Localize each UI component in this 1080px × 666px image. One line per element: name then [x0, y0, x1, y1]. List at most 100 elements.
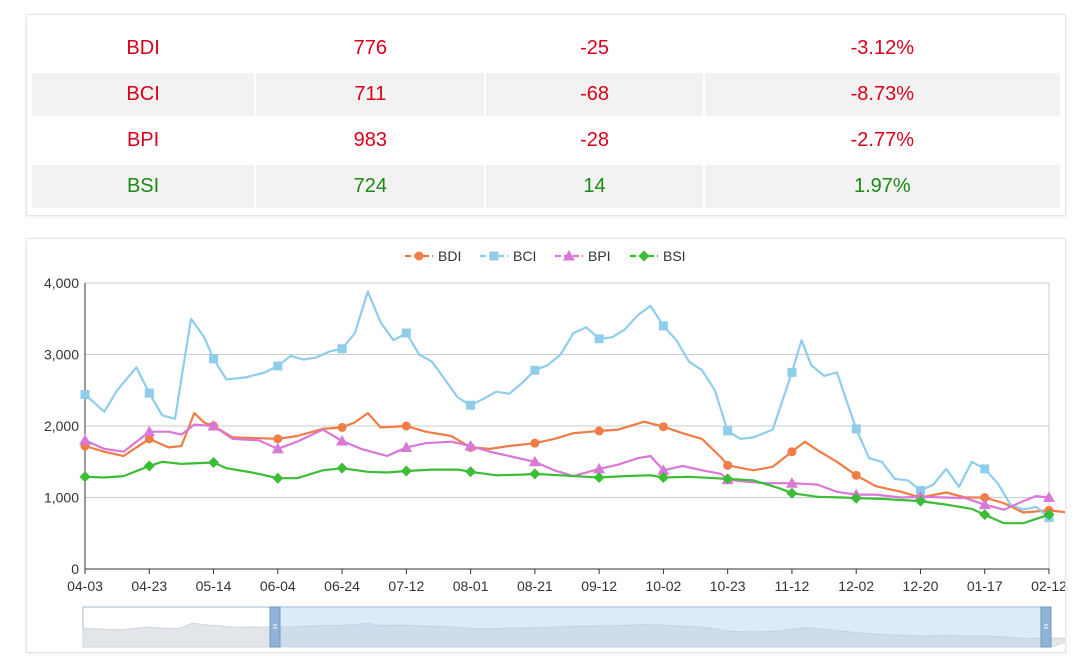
x-tick-label: 12-20 — [903, 578, 939, 594]
legend-label: BCI — [513, 248, 536, 264]
index-row-bdi: BDI 776 -25 -3.12% — [32, 27, 1060, 70]
series-bsi — [79, 456, 1055, 525]
y-axis: 0 1,000 2,000 3,000 4,000 — [44, 275, 86, 577]
x-tick-label: 10-23 — [710, 578, 746, 594]
index-value-cell: 776 — [353, 37, 387, 59]
zoom-handle-right[interactable] — [1040, 606, 1052, 648]
y-tick-label: 0 — [71, 561, 79, 577]
zoom-handle-bar[interactable] — [1040, 606, 1052, 648]
data-zoom-slider[interactable] — [82, 606, 1065, 648]
data-point — [978, 498, 991, 510]
y-tick-label: 4,000 — [44, 275, 79, 291]
data-point — [530, 365, 540, 375]
index-name-cell: BCI — [32, 73, 255, 116]
data-point — [400, 465, 412, 477]
data-point — [528, 455, 541, 467]
data-point — [207, 420, 220, 431]
y-tick-label: 3,000 — [44, 347, 79, 363]
chart-card: BDI BCI BPI BSI 0 1,000 2,000 3,000 4,000 04-03… — [26, 238, 1066, 653]
zoom-selected-range[interactable] — [275, 607, 1045, 647]
data-point — [722, 473, 734, 485]
index-name-cell: BPI — [126, 129, 160, 151]
data-point — [271, 442, 284, 454]
index-name-cell: BDI — [126, 37, 160, 59]
data-point — [143, 425, 156, 437]
data-point — [143, 460, 155, 472]
index-row-bci: BCI 711 -68 -8.73% — [32, 73, 1060, 116]
data-point — [272, 472, 284, 484]
x-tick-label: 06-04 — [260, 578, 296, 594]
legend-item-bdi[interactable]: BDI — [405, 248, 461, 264]
data-point — [400, 441, 413, 452]
data-point — [593, 471, 605, 483]
series-lines — [79, 290, 1065, 525]
data-point — [914, 495, 926, 507]
data-point — [465, 466, 477, 478]
data-point — [464, 440, 477, 451]
data-point — [657, 471, 669, 483]
data-point — [594, 334, 604, 344]
y-tick-label: 2,000 — [44, 418, 79, 434]
gridlines — [85, 282, 1050, 569]
x-axis: 04-03 04-23 05-14 06-04 06-24 07-12 08-01 08-21… — [67, 568, 1065, 594]
legend-label: BPI — [588, 248, 611, 264]
data-point — [851, 470, 861, 480]
data-point — [785, 477, 798, 488]
line-chart: BDI BCI BPI BSI 0 1,000 2,000 3,000 4,000 04-03… — [44, 248, 1065, 648]
index-change-cell: -25 — [580, 37, 609, 59]
data-point — [273, 361, 283, 371]
data-point — [79, 434, 91, 445]
x-tick-label: 12-02 — [838, 578, 874, 594]
index-summary-card: BDI 776 -25 -3.12% BCI 711 -68 -8.73% BPI 983 -28 -… — [26, 14, 1066, 216]
legend-item-bpi[interactable]: BPI — [555, 248, 611, 264]
index-pct-cell: -2.77% — [850, 129, 914, 151]
data-point — [786, 487, 798, 499]
zoom-handle-left[interactable] — [269, 606, 281, 648]
data-point — [657, 464, 670, 475]
x-tick-label: 09-12 — [581, 578, 617, 594]
series-bci — [80, 290, 1054, 523]
legend-item-bci[interactable]: BCI — [480, 248, 536, 264]
data-point — [979, 509, 991, 521]
x-tick-label: 04-03 — [67, 578, 103, 594]
x-tick-label: 01-17 — [967, 578, 1003, 594]
data-point — [529, 468, 541, 480]
data-point — [723, 460, 733, 470]
index-value-cell: 711 — [256, 73, 485, 116]
data-point — [273, 434, 283, 444]
series-line — [84, 423, 1050, 511]
data-point — [466, 400, 476, 410]
data-point — [1043, 491, 1055, 502]
x-tick-label: 08-21 — [517, 578, 553, 594]
data-point — [851, 424, 861, 434]
data-point — [337, 344, 347, 354]
legend-item-bsi[interactable]: BSI — [630, 248, 686, 264]
x-tick-label: 05-14 — [196, 578, 232, 594]
x-tick-label: 11-12 — [775, 578, 810, 594]
legend-marker — [489, 251, 499, 261]
data-point — [336, 462, 348, 474]
index-value-cell: 724 — [256, 165, 485, 208]
data-point — [980, 493, 990, 502]
data-point — [915, 485, 925, 495]
data-point — [787, 367, 797, 377]
data-point — [144, 434, 154, 444]
data-point — [658, 321, 668, 331]
data-point — [1043, 509, 1055, 521]
data-point — [980, 464, 990, 474]
y-tick-label: 1,000 — [44, 490, 79, 506]
legend-marker — [563, 250, 575, 261]
index-change-cell: 14 — [486, 165, 703, 208]
x-tick-label: 08-01 — [453, 578, 489, 594]
data-point — [80, 390, 90, 400]
x-tick-label: 07-12 — [388, 578, 424, 594]
x-tick-label: 04-23 — [131, 578, 167, 594]
index-name-cell: BSI — [32, 165, 255, 208]
legend-label: BSI — [663, 248, 686, 264]
index-pct-cell: -8.73% — [704, 73, 1060, 116]
series-line — [84, 460, 1050, 525]
zoom-handle-bar[interactable] — [269, 606, 281, 648]
data-point — [208, 456, 220, 468]
data-point — [658, 422, 668, 432]
data-point — [723, 426, 733, 436]
